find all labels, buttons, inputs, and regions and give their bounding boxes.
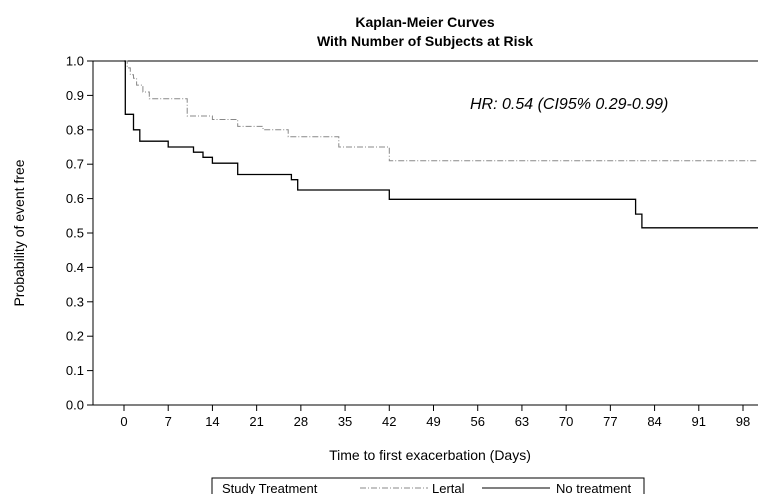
x-tick-label: 91 [692, 414, 706, 429]
y-tick-label: 0.5 [66, 226, 84, 241]
y-axis: 0.0 0.1 0.2 0.3 0.4 0.5 0.6 0.7 0.8 0.9 1.0 [66, 54, 93, 413]
x-tick-label: 63 [515, 414, 529, 429]
legend-label-lertal: Lertal [432, 481, 465, 494]
x-tick-label: 56 [470, 414, 484, 429]
x-tick-label: 0 [120, 414, 127, 429]
y-tick-label: 0.8 [66, 122, 84, 137]
hazard-ratio-annotation: HR: 0.54 (CI95% 0.29-0.99) [470, 96, 668, 113]
x-tick-label: 42 [382, 414, 396, 429]
series-layer [124, 61, 758, 228]
x-tick-label: 98 [736, 414, 750, 429]
chart-subtitle: With Number of Subjects at Risk [317, 33, 533, 49]
y-tick-label: 0.6 [66, 191, 84, 206]
y-tick-label: 0.1 [66, 363, 84, 378]
x-axis-label: Time to first exacerbation (Days) [329, 447, 531, 463]
chart-title: Kaplan-Meier Curves [355, 14, 494, 30]
legend-title: Study Treatment [222, 481, 318, 494]
y-tick-label: 0.9 [66, 88, 84, 103]
legend-label-no-treatment: No treatment [556, 481, 632, 494]
y-tick-label: 1.0 [66, 54, 84, 69]
y-tick-label: 0.3 [66, 294, 84, 309]
x-axis: 0 7 14 21 28 35 42 49 56 63 70 77 84 91 98 [120, 405, 750, 429]
x-tick-label: 84 [647, 414, 661, 429]
x-tick-label: 77 [603, 414, 617, 429]
x-tick-label: 7 [165, 414, 172, 429]
x-tick-label: 28 [294, 414, 308, 429]
y-tick-label: 0.0 [66, 398, 84, 413]
x-tick-label: 14 [205, 414, 219, 429]
x-tick-label: 70 [559, 414, 573, 429]
legend: Study Treatment Lertal No treatment [212, 478, 644, 494]
y-axis-label: Probability of event free [11, 159, 27, 306]
y-tick-label: 0.4 [66, 260, 84, 275]
y-tick-label: 0.7 [66, 157, 84, 172]
x-tick-label: 35 [338, 414, 352, 429]
series-line-no-treatment [124, 61, 758, 228]
x-tick-label: 21 [249, 414, 263, 429]
x-tick-label: 49 [426, 414, 440, 429]
y-tick-label: 0.2 [66, 329, 84, 344]
